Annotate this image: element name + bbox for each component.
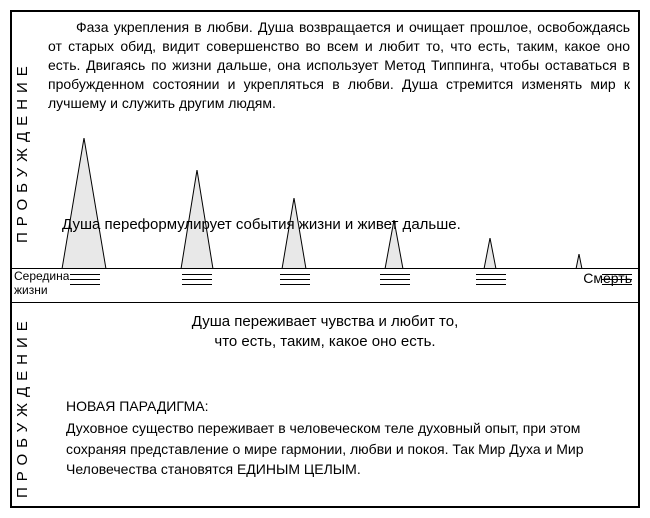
- diagram-frame: ПРОБУЖДЕНИЕ ПРОБУЖДЕНИЕ Фаза укрепления …: [10, 10, 640, 508]
- waterline-tick: [380, 284, 410, 285]
- lower-caption: Душа переживает чувства и любит то, что …: [12, 312, 638, 353]
- waterline-tick: [182, 274, 212, 275]
- section-divider: [12, 302, 638, 303]
- waterline-tick: [280, 279, 310, 280]
- paradigm-title: НОВАЯ ПАРАДИГМА:: [66, 396, 624, 416]
- axis-left-line2: жизни: [14, 283, 48, 297]
- waterline-group: [70, 274, 100, 286]
- waterline-tick: [380, 274, 410, 275]
- waterline-tick: [280, 284, 310, 285]
- waterline-tick: [476, 279, 506, 280]
- waterline-group: [602, 274, 632, 286]
- paradigm-body: Духовное существо переживает в человечес…: [66, 420, 584, 477]
- axis-left-line1: Середина: [14, 269, 69, 283]
- waterline-tick: [280, 274, 310, 275]
- peak-triangle: [483, 238, 497, 269]
- waterline-group: [182, 274, 212, 286]
- lower-caption-line2: что есть, таким, какое оно есть.: [214, 333, 435, 350]
- waterline-tick: [380, 279, 410, 280]
- waterline-tick: [602, 274, 632, 275]
- lower-caption-line1: Душа переживает чувства и любит то,: [192, 313, 459, 330]
- peak-triangle: [61, 138, 107, 269]
- waterline-tick: [182, 279, 212, 280]
- waterline-group: [280, 274, 310, 286]
- waterline-tick: [602, 279, 632, 280]
- paradigm-block: НОВАЯ ПАРАДИГМА: Духовное существо переж…: [66, 396, 624, 479]
- mid-caption: Душа переформулирует события жизни и жив…: [62, 216, 461, 233]
- waterline-tick: [476, 284, 506, 285]
- waterline-tick: [70, 274, 100, 275]
- waterline-tick: [70, 284, 100, 285]
- waterline-group: [476, 274, 506, 286]
- waterline-tick: [602, 284, 632, 285]
- peak-triangle: [575, 254, 583, 269]
- axis-left-label: Середина жизни: [14, 270, 69, 298]
- waterline-tick: [70, 279, 100, 280]
- waterline-tick: [182, 284, 212, 285]
- waterline-group: [380, 274, 410, 286]
- waterline-tick: [476, 274, 506, 275]
- timeline-axis: [12, 268, 638, 269]
- peak-triangle: [281, 198, 307, 269]
